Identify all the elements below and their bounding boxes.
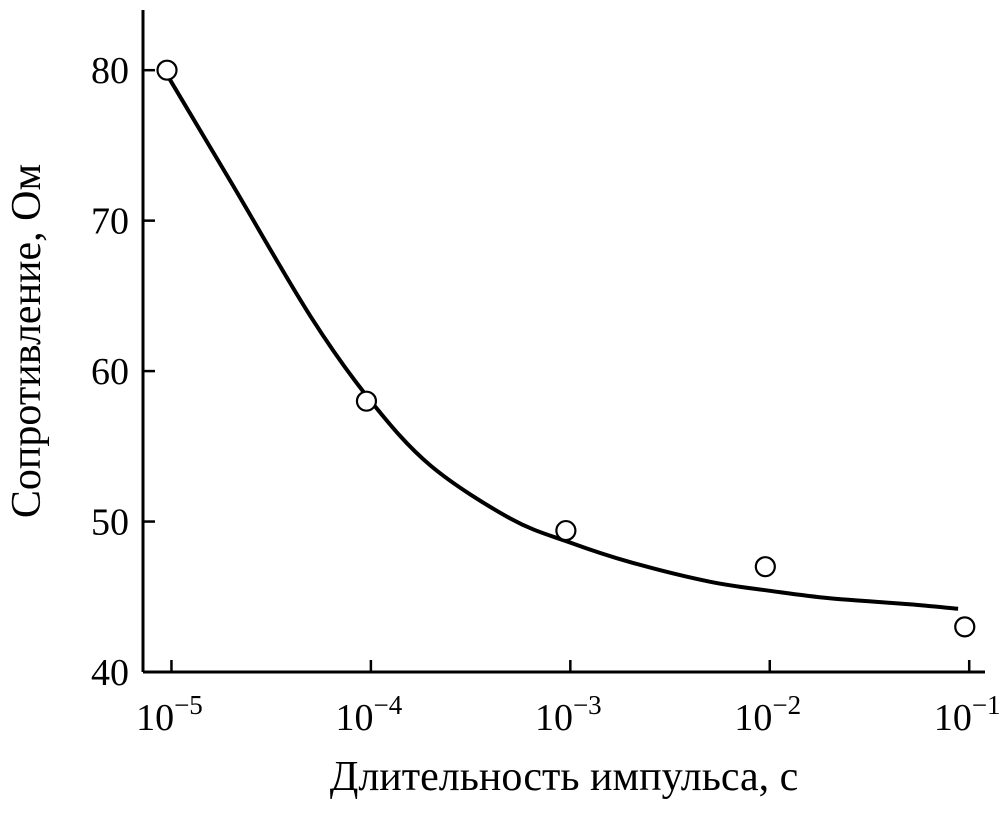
fit-curve (165, 73, 959, 611)
y-tick-label: 80 (91, 50, 129, 92)
y-tick-label: 40 (91, 652, 129, 694)
x-tick-label: 10−2 (734, 690, 801, 739)
x-tick-label: 10−3 (535, 690, 602, 739)
x-tick-label: 10−1 (934, 690, 1001, 739)
x-tick-label: 10−4 (336, 690, 403, 739)
y-ticks: 40 50 60 70 80 (91, 50, 155, 694)
data-point (954, 616, 976, 638)
data-point (754, 556, 776, 578)
data-point (555, 519, 577, 542)
x-axis-title: Длительность импульса, с (330, 754, 799, 800)
plot-area (156, 59, 976, 638)
x-tick-label: 10−5 (136, 690, 203, 739)
data-point (156, 59, 178, 81)
axes (141, 10, 985, 674)
x-ticks: 10−5 10−4 10−3 10−2 10−1 (136, 660, 1001, 739)
y-axis-title: Сопротивление, Ом (4, 164, 50, 518)
y-tick-label: 70 (91, 201, 129, 243)
data-point (355, 390, 378, 412)
y-tick-label: 60 (91, 351, 129, 393)
y-tick-label: 50 (91, 502, 129, 544)
